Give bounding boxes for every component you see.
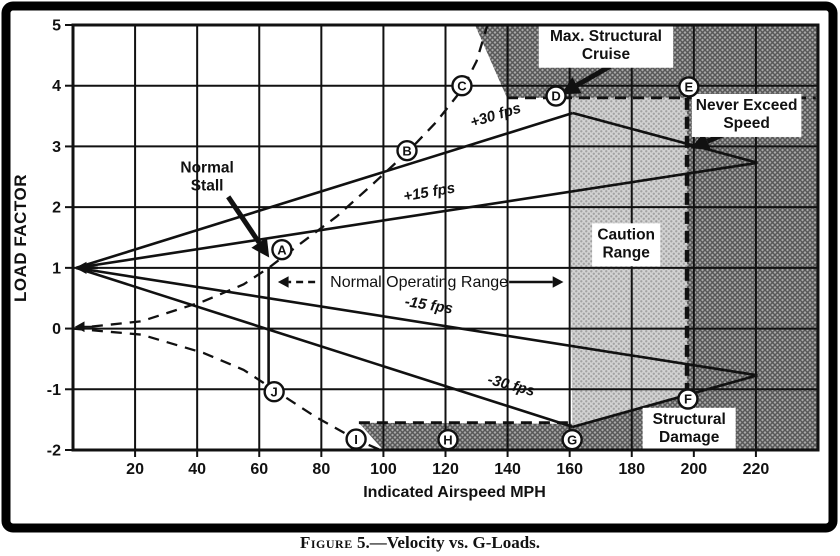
label-max-structural-cruise-line-0: Max. Structural <box>550 28 662 45</box>
point-B-letter: B <box>402 143 411 158</box>
figure-caption-text: 5.—Velocity vs. G-Loads. <box>352 533 541 552</box>
gust-origin-arrow-head <box>75 261 87 274</box>
operating-range-right-arrow-head <box>552 276 564 288</box>
gust-label-1: +15 fps <box>402 179 456 205</box>
label-max-structural-cruise-line-1: Cruise <box>582 46 631 63</box>
y-tick-label-5: 5 <box>52 18 61 35</box>
x-tick-label-40: 40 <box>188 461 206 478</box>
point-J-letter: J <box>271 384 278 399</box>
point-J <box>263 381 285 403</box>
y-tick-label-4: 4 <box>52 78 61 95</box>
point-A <box>271 238 293 261</box>
y-tick-label-3: 3 <box>52 139 61 156</box>
label-caution-range-line-1: Range <box>602 244 650 261</box>
figure-caption: Figure 5.—Velocity vs. G-Loads. <box>0 533 840 553</box>
positive-stall-curve <box>72 24 489 330</box>
x-tick-label-220: 220 <box>743 461 770 478</box>
point-F <box>677 388 699 410</box>
x-axis-title: Indicated Airspeed MPH <box>363 484 546 501</box>
x-tick-label-180: 180 <box>618 461 645 478</box>
normal-stall-arrow-head <box>251 237 270 258</box>
max-cruise-arrow-head <box>561 77 582 95</box>
gust-label-0: +30 fps <box>468 100 523 131</box>
envelope-lower <box>572 374 758 429</box>
point-C-letter: C <box>457 78 467 93</box>
point-D-letter: D <box>551 89 560 104</box>
normal-stall-arrow-shaft <box>226 195 262 245</box>
point-G-letter: G <box>567 432 577 447</box>
figure-caption-label: Figure <box>299 533 353 552</box>
gust-line-plus15 <box>75 161 758 270</box>
y-tick-label--1: -1 <box>47 382 61 399</box>
region-structural-failure-right <box>687 97 818 451</box>
x-tick-label-20: 20 <box>126 461 144 478</box>
y-tick-label--2: -2 <box>47 443 61 460</box>
x-tick-label-200: 200 <box>680 461 707 478</box>
point-H-letter: H <box>443 432 452 447</box>
point-F-letter: F <box>684 392 692 407</box>
normal-operating-range-label: Normal Operating Range <box>330 274 508 291</box>
x-tick-label-60: 60 <box>250 461 268 478</box>
x-tick-label-120: 120 <box>432 461 459 478</box>
label-structural-damage-line-0: Structural <box>653 411 726 428</box>
x-tick-label-140: 140 <box>494 461 521 478</box>
point-E-letter: E <box>685 80 694 95</box>
y-tick-label-0: 0 <box>52 321 61 338</box>
point-A-letter: A <box>277 242 287 257</box>
point-C <box>451 75 473 97</box>
point-D <box>545 85 567 107</box>
label-caution-range-box <box>592 223 661 267</box>
stall-origin-arrow-head <box>74 321 85 333</box>
negative-stall-curve <box>72 327 381 452</box>
point-B <box>396 139 418 162</box>
never-exceed-arrow-head <box>690 132 711 150</box>
x-tick-label-100: 100 <box>370 461 397 478</box>
gust-line-plus30 <box>75 111 574 270</box>
label-never-exceed-speed-box <box>691 93 802 137</box>
vg-diagram-chart: Normal Operating Range+30 fps+15 fps-15 … <box>1 1 838 533</box>
point-I-letter: I <box>354 432 358 447</box>
gust-line-minus30 <box>75 266 574 429</box>
label-never-exceed-speed-line-0: Never Exceed <box>696 97 798 114</box>
gust-line-minus15 <box>75 266 758 377</box>
label-never-exceed-speed-line-1: Speed <box>723 115 770 132</box>
label-structural-damage-box <box>642 407 736 451</box>
y-tick-label-1: 1 <box>52 260 61 277</box>
y-tick-label-2: 2 <box>52 200 61 217</box>
x-tick-label-80: 80 <box>312 461 330 478</box>
label-max-structural-cruise-box <box>538 24 674 68</box>
label-normal-stall-line-1: Stall <box>191 178 224 195</box>
max-cruise-arrow-shaft <box>575 64 612 88</box>
label-caution-range-line-0: Caution <box>597 226 655 243</box>
point-E <box>678 76 700 98</box>
outer-frame <box>1 1 838 533</box>
envelope-upper <box>572 111 758 165</box>
label-normal-stall-line-0: Normal <box>180 160 233 177</box>
label-structural-damage-line-1: Damage <box>659 429 720 446</box>
operating-range-left-arrow-head <box>277 276 289 288</box>
gust-label-3: -30 fps <box>486 371 537 400</box>
x-tick-label-160: 160 <box>556 461 583 478</box>
y-axis-title: LOAD FACTOR <box>11 174 30 302</box>
